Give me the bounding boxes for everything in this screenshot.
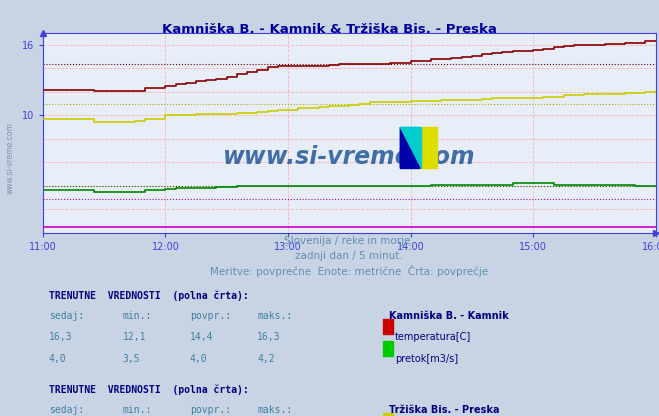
Text: povpr.:: povpr.: [190,405,231,415]
Text: 16,3: 16,3 [49,332,72,342]
Text: Slovenija / reke in morje.: Slovenija / reke in morje. [284,236,415,246]
Text: 16,3: 16,3 [257,332,281,342]
Text: sedaj:: sedaj: [49,311,84,321]
Text: 4,0: 4,0 [49,354,67,364]
Text: 12,1: 12,1 [123,332,146,342]
Text: min.:: min.: [123,405,152,415]
Text: TRENUTNE  VREDNOSTI  (polna črta):: TRENUTNE VREDNOSTI (polna črta): [49,385,248,396]
Text: Meritve: povprečne  Enote: metrične  Črta: povprečje: Meritve: povprečne Enote: metrične Črta:… [210,265,488,277]
Bar [383,341,393,356]
Bar [400,127,418,148]
Text: Tržiška Bis. - Preska: Tržiška Bis. - Preska [389,405,500,415]
Polygon shape [400,127,420,168]
Text: min.:: min.: [123,311,152,321]
Text: www.si-vreme.com: www.si-vreme.com [223,145,476,169]
Bar [383,413,393,416]
Text: www.si-vreme.com: www.si-vreme.com [5,122,14,194]
Text: zadnji dan / 5 minut.: zadnji dan / 5 minut. [295,251,403,261]
Text: Kamniška B. - Kamnik: Kamniška B. - Kamnik [389,311,509,321]
Text: povpr.:: povpr.: [190,311,231,321]
Text: Kamniška B. - Kamnik & Tržiška Bis. - Preska: Kamniška B. - Kamnik & Tržiška Bis. - Pr… [162,23,497,36]
Bar [400,148,418,168]
Text: 4,0: 4,0 [190,354,208,364]
Polygon shape [400,127,420,168]
Text: temperatura[C]: temperatura[C] [395,332,471,342]
Text: 3,5: 3,5 [123,354,140,364]
Bar [418,148,437,168]
Bar [383,319,393,334]
Text: maks.:: maks.: [257,405,293,415]
Text: maks.:: maks.: [257,311,293,321]
Text: sedaj:: sedaj: [49,405,84,415]
Text: TRENUTNE  VREDNOSTI  (polna črta):: TRENUTNE VREDNOSTI (polna črta): [49,291,248,301]
Text: pretok[m3/s]: pretok[m3/s] [395,354,459,364]
Bar [418,127,437,148]
Text: 4,2: 4,2 [257,354,275,364]
Text: 14,4: 14,4 [190,332,214,342]
